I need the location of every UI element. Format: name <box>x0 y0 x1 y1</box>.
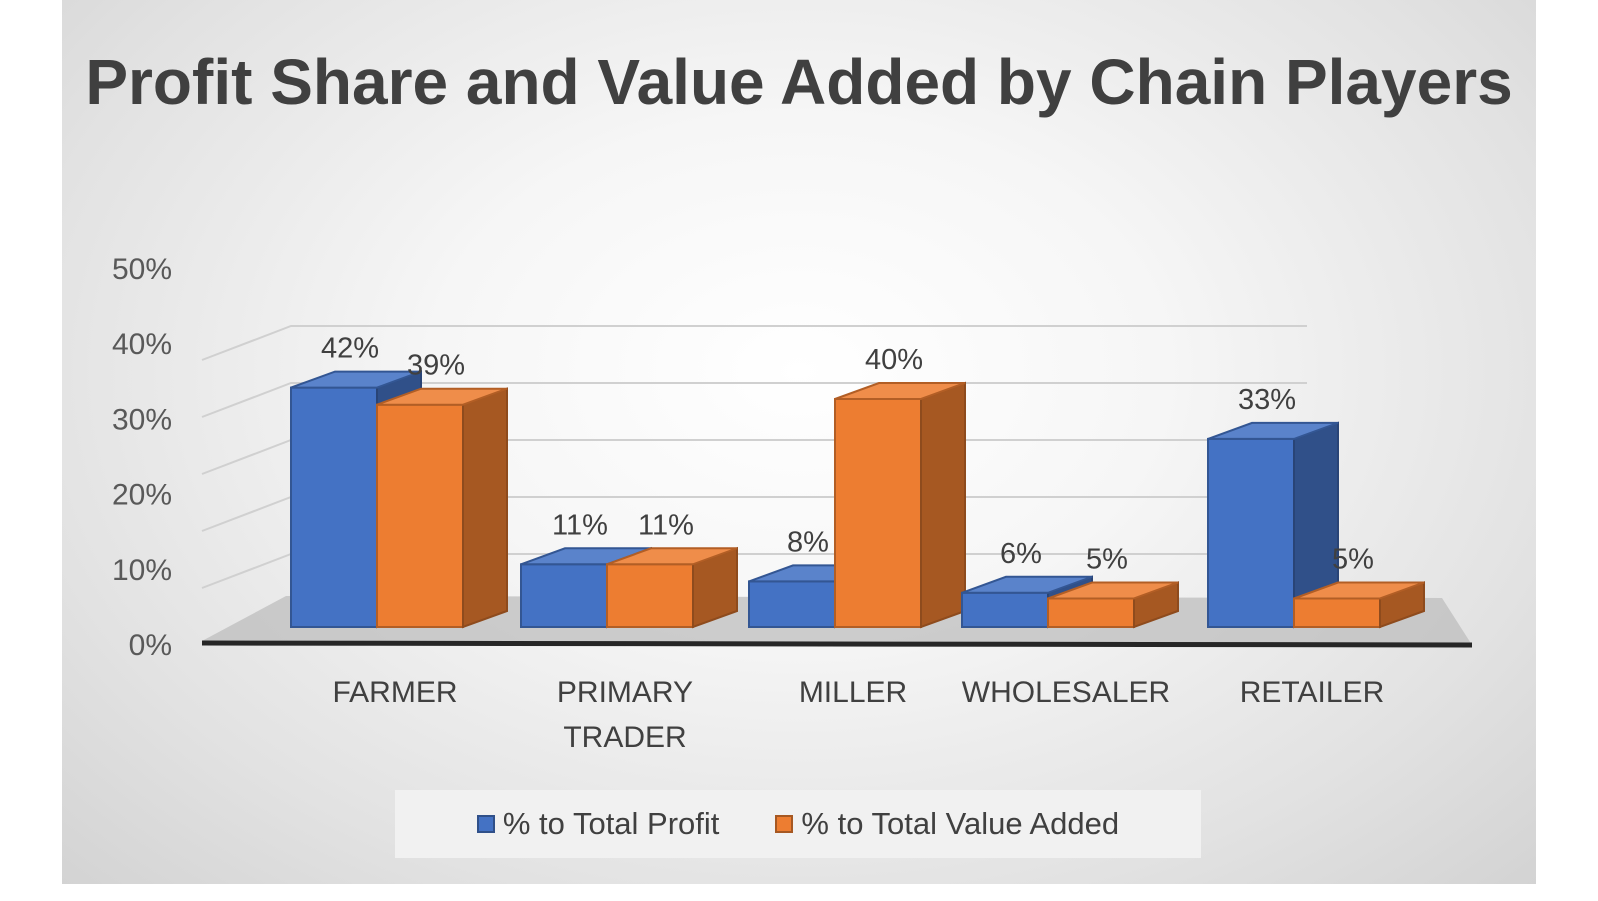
data-label: 5% <box>1332 544 1374 576</box>
y-tick-label: 40% <box>112 328 172 361</box>
chart-title: Profit Share and Value Added by Chain Pl… <box>85 46 1513 118</box>
data-label: 11% <box>552 509 608 541</box>
bar-value-added-3 <box>1047 581 1179 629</box>
bar-value-added-2 <box>834 381 966 629</box>
chart-area: Profit Share and Value Added by Chain Pl… <box>62 0 1536 884</box>
legend: % to Total Profit % to Total Value Added <box>395 790 1201 858</box>
data-label: 8% <box>787 526 829 558</box>
category-label: WHOLESALER <box>962 676 1170 709</box>
y-tick-label: 20% <box>112 479 172 512</box>
gridline <box>201 325 1307 361</box>
category-label: RETAILER <box>1240 676 1384 709</box>
legend-label: % to Total Profit <box>502 806 720 841</box>
x-axis-line <box>201 640 1473 648</box>
legend-swatch <box>775 815 794 833</box>
y-tick-label: 30% <box>112 403 172 436</box>
bar-value-added-4 <box>1293 581 1425 629</box>
chart-plot: 0% 10% 20% 30% 40% 50% 42% 39% 11% 11% 8% 40% 6% 5% 3… <box>112 253 1473 754</box>
bar-value-added-0 <box>376 387 508 629</box>
bar-value-added-1 <box>606 546 738 629</box>
data-label: 42% <box>321 333 379 365</box>
data-label: 6% <box>1000 538 1042 570</box>
category-label: PRIMARY TRADER <box>557 676 693 754</box>
data-label: 39% <box>407 350 465 382</box>
category-label: FARMER <box>332 676 457 709</box>
data-label: 40% <box>865 344 923 376</box>
y-tick-label: 10% <box>112 554 172 587</box>
data-label: 11% <box>638 509 694 541</box>
bar-profit-4 <box>1207 421 1339 629</box>
legend-entry-value-added: % to Total Value Added <box>775 806 1119 842</box>
data-label: 33% <box>1238 384 1296 416</box>
y-tick-label: 50% <box>112 253 172 286</box>
category-label: MILLER <box>799 676 907 709</box>
legend-swatch <box>476 815 495 833</box>
data-label: 5% <box>1086 544 1128 576</box>
y-tick-label: 0% <box>129 629 172 662</box>
legend-entry-profit: % to Total Profit <box>476 806 720 842</box>
gridline <box>201 382 1307 418</box>
legend-label: % to Total Value Added <box>801 806 1120 841</box>
